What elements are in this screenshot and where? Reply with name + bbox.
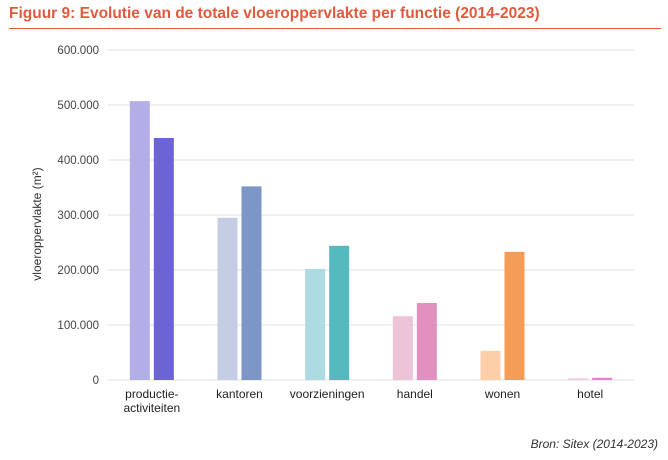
y-tick-label: 200.000 bbox=[57, 265, 99, 277]
source-note: Bron: Sitex (2014-2023) bbox=[530, 437, 658, 451]
y-tick-label: 600.000 bbox=[57, 45, 99, 57]
category-label: kantoren bbox=[216, 387, 263, 401]
y-tick-label: 100.000 bbox=[57, 320, 99, 332]
category-label: productie- bbox=[125, 387, 178, 401]
bar bbox=[392, 316, 413, 380]
bar bbox=[305, 268, 326, 380]
category-label: wonen bbox=[484, 387, 520, 401]
bar bbox=[153, 138, 174, 380]
y-tick-label: 300.000 bbox=[57, 210, 99, 222]
category-label: voorzieningen bbox=[290, 387, 365, 401]
category-label: hotel bbox=[577, 387, 603, 401]
category-label: handel bbox=[397, 387, 433, 401]
title-divider bbox=[9, 28, 661, 29]
y-tick-label: 400.000 bbox=[57, 155, 99, 167]
bar bbox=[129, 101, 150, 381]
y-tick-label: 0 bbox=[93, 375, 99, 387]
y-axis-label: vloeroppervlakte (m²) bbox=[30, 167, 44, 280]
bar bbox=[568, 378, 589, 380]
bar bbox=[592, 377, 613, 380]
bar bbox=[480, 350, 501, 380]
bar bbox=[217, 217, 238, 380]
y-tick-label: 500.000 bbox=[57, 100, 99, 112]
category-label: activiteiten bbox=[123, 401, 180, 415]
bar bbox=[416, 303, 437, 380]
bar bbox=[329, 245, 350, 380]
bar bbox=[241, 186, 262, 380]
bar bbox=[504, 251, 525, 380]
figure-title: Figuur 9: Evolutie van de totale vloerop… bbox=[9, 5, 540, 22]
